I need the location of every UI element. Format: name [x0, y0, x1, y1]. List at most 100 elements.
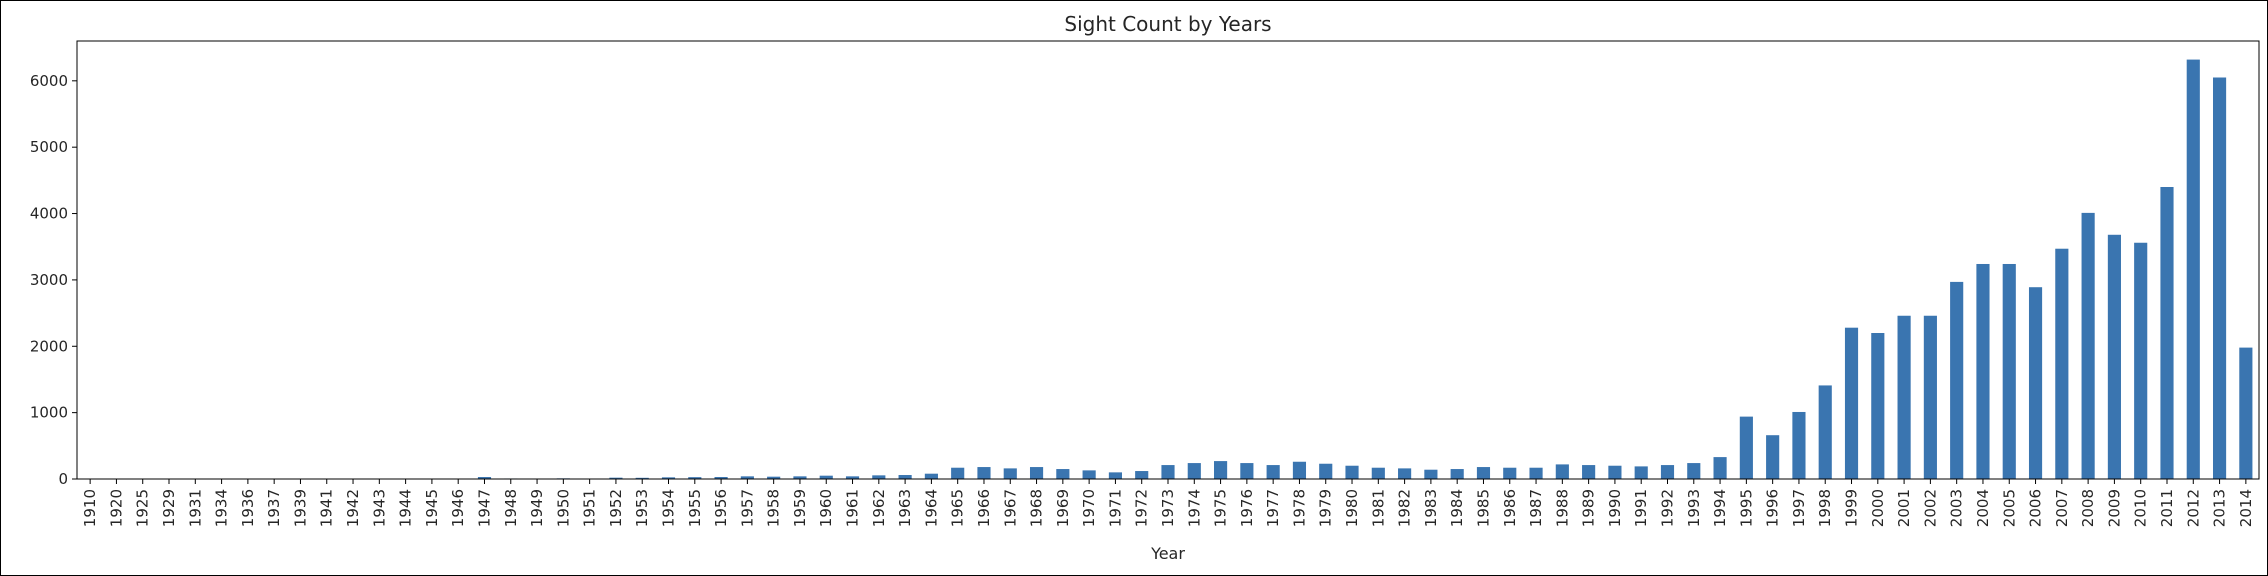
x-tick-label: 1988	[1553, 489, 1571, 527]
x-tick-label: 1945	[423, 489, 441, 527]
x-tick-label: 1991	[1632, 489, 1650, 527]
x-tick-label: 1996	[1764, 489, 1782, 527]
bar-1972	[1135, 471, 1149, 479]
bar-1986	[1503, 467, 1517, 479]
x-tick-label: 1953	[633, 489, 651, 527]
x-tick-label: 1961	[844, 489, 862, 527]
bar-1989	[1582, 465, 1596, 479]
x-tick-label: 2006	[2027, 489, 2045, 527]
x-tick-label: 1983	[1422, 489, 1440, 527]
x-tick-label: 1947	[475, 489, 493, 527]
bar-2013	[2212, 77, 2227, 479]
x-tick-label: 1978	[1290, 489, 1308, 527]
x-tick-label: 2001	[1895, 489, 1913, 527]
x-tick-label: 2008	[2079, 489, 2097, 527]
bar-1959	[793, 476, 807, 479]
x-tick-label: 2013	[2211, 489, 2229, 527]
x-tick-label: 1970	[1080, 489, 1098, 527]
x-tick-label: 1936	[239, 489, 257, 527]
bar-1966	[977, 467, 991, 479]
x-tick-label: 2012	[2184, 489, 2202, 527]
bar-2006	[2028, 287, 2043, 479]
bar-1979	[1319, 463, 1333, 479]
x-tick-label: 1931	[186, 489, 204, 527]
x-tick-label: 1968	[1028, 489, 1046, 527]
x-tick-label: 1989	[1580, 489, 1598, 527]
bar-1978	[1292, 461, 1307, 479]
bar-1988	[1555, 464, 1569, 479]
bar-2008	[2081, 212, 2095, 479]
bar-1981	[1371, 467, 1385, 479]
x-tick-label: 1954	[660, 489, 678, 527]
bar-1991	[1634, 466, 1648, 479]
y-tick-label: 4000	[30, 205, 68, 223]
x-tick-label: 1975	[1212, 489, 1230, 527]
x-tick-label: 1977	[1264, 489, 1282, 527]
x-tick-label: 1934	[213, 489, 231, 527]
x-tick-label: 1992	[1658, 489, 1676, 527]
bar-1960	[819, 475, 833, 479]
y-tick-label: 0	[58, 470, 68, 488]
x-tick-label: 1985	[1474, 489, 1492, 527]
x-tick-label: 2005	[2000, 489, 2018, 527]
bar-1953	[635, 477, 649, 479]
y-axis: 0 1000 2000 3000 4000 5000 6000	[30, 72, 77, 488]
x-tick-label: 1990	[1606, 489, 1624, 527]
bar-1963	[898, 475, 912, 479]
x-tick-label: 1999	[1843, 489, 1861, 527]
bar-1990	[1608, 465, 1622, 479]
bar-1965	[951, 467, 965, 479]
x-tick-label: 1997	[1790, 489, 1808, 527]
x-tick-label: 1910	[81, 489, 99, 527]
x-axis-label: Year	[1150, 544, 1185, 563]
x-tick-label: 2009	[2105, 489, 2123, 527]
x-tick-label: 1929	[160, 489, 178, 527]
x-tick-label: 2011	[2158, 489, 2176, 527]
bar-2001	[1897, 315, 1911, 479]
x-tick-label: 2014	[2237, 489, 2255, 527]
x-tick-label: 1981	[1369, 489, 1387, 527]
x-tick-label: 1971	[1106, 489, 1124, 527]
bar-2007	[2055, 248, 2069, 479]
bar-2003	[1950, 281, 1964, 479]
x-tick-label: 2004	[1974, 489, 1992, 527]
x-tick-label: 1950	[554, 489, 572, 527]
x-tick-label: 1946	[449, 489, 467, 527]
bar-1968	[1029, 467, 1044, 479]
x-tick-label: 1998	[1816, 489, 1834, 527]
x-tick-label: 1966	[975, 489, 993, 527]
bar-1995	[1739, 416, 1753, 479]
bar-1997	[1792, 411, 1806, 479]
x-tick-label: 1937	[265, 489, 283, 527]
bar-1971	[1108, 472, 1122, 479]
bar-1957	[740, 476, 754, 479]
bar-1974	[1187, 463, 1201, 479]
x-tick-label: 1982	[1396, 489, 1414, 527]
x-tick-label: 1959	[791, 489, 809, 527]
chart-title: Sight Count by Years	[1064, 12, 1271, 36]
x-tick-label: 1948	[502, 489, 520, 527]
x-tick-label: 1976	[1238, 489, 1256, 527]
bar-1961	[845, 476, 860, 479]
bar-1967	[1003, 468, 1017, 479]
bar-2012	[2186, 59, 2200, 479]
bar-1984	[1450, 469, 1464, 479]
bar-2004	[1976, 263, 1990, 479]
bar-1977	[1266, 465, 1280, 479]
x-tick-label: 1955	[686, 489, 704, 527]
bar-1958	[767, 476, 781, 479]
bar-1954	[661, 477, 676, 479]
y-tick-label: 6000	[30, 72, 68, 90]
x-tick-label: 1939	[291, 489, 309, 527]
x-tick-label: 1984	[1448, 489, 1466, 527]
bar-1985	[1476, 467, 1491, 479]
bar-1992	[1660, 465, 1675, 479]
bar-1970	[1082, 470, 1096, 479]
bar-1973	[1161, 465, 1175, 479]
bar-1955	[688, 477, 702, 479]
bar-1976	[1240, 463, 1254, 479]
x-tick-label: 1979	[1317, 489, 1335, 527]
x-tick-label: 1967	[1001, 489, 1019, 527]
